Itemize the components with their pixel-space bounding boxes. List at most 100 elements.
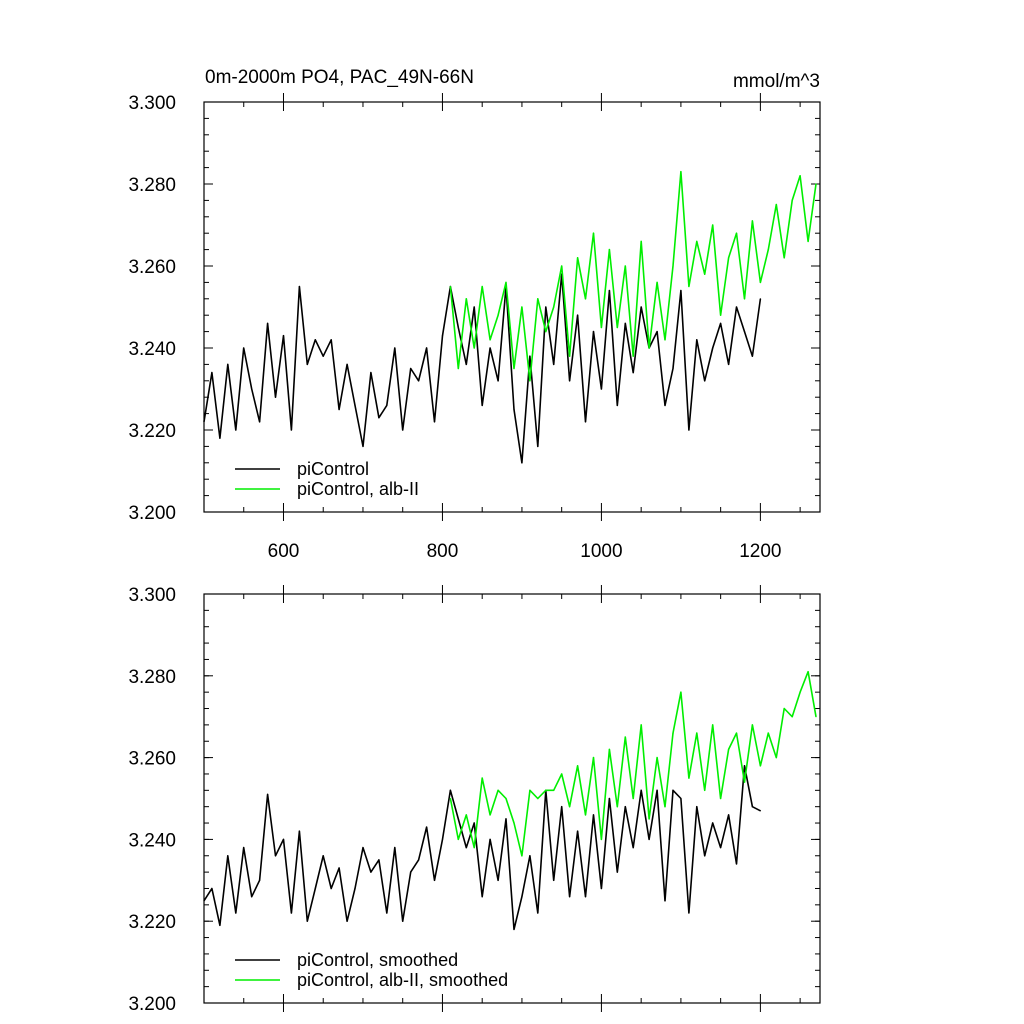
data-point (338, 408, 340, 411)
legend-label: piControl, smoothed (297, 950, 458, 970)
data-point (640, 724, 642, 726)
data-point (513, 822, 515, 824)
data-point (433, 879, 436, 881)
panel-1-title: 0m-2000m PO4, PAC_49N-66N (205, 67, 474, 88)
x-tick-label: 1200 (739, 541, 781, 562)
data-point (386, 912, 388, 914)
data-point (362, 847, 364, 849)
data-point (489, 347, 491, 349)
data-point (314, 339, 316, 341)
data-point (696, 339, 698, 341)
data-point (354, 887, 356, 890)
data-point (457, 818, 459, 820)
data-point (235, 912, 237, 914)
data-point (418, 380, 420, 382)
legend-label: piControl, alb-II (297, 479, 419, 499)
data-point (672, 265, 674, 267)
data-point (569, 896, 571, 898)
y-tick-label: 3.220 (128, 421, 176, 442)
data-point (465, 298, 467, 300)
data-point (743, 298, 746, 300)
data-point (298, 830, 300, 832)
x-tick-label: 1000 (580, 541, 622, 562)
data-point (712, 224, 714, 226)
data-point (759, 765, 762, 767)
data-point (600, 388, 603, 390)
data-point (441, 838, 444, 841)
data-point (449, 797, 451, 800)
data-point (267, 322, 269, 324)
data-point (577, 257, 579, 259)
data-point (712, 724, 714, 726)
data-point (282, 838, 285, 841)
data-point (561, 773, 563, 775)
y-tick-label: 3.200 (128, 994, 176, 1015)
data-point (656, 789, 658, 791)
data-point (648, 838, 650, 841)
data-point (497, 380, 499, 382)
x-tick-label: 600 (268, 541, 300, 562)
data-point (505, 818, 507, 820)
data-point (584, 298, 587, 300)
data-point (449, 789, 451, 791)
data-point (783, 707, 785, 710)
data-point (584, 421, 587, 423)
data-point (449, 285, 451, 288)
data-point (688, 777, 690, 779)
data-point (624, 806, 626, 808)
data-point (592, 232, 595, 234)
data-point (569, 355, 571, 357)
legend-label: piControl (297, 459, 369, 479)
data-point (402, 920, 404, 922)
data-point (664, 900, 666, 902)
data-point (274, 396, 277, 398)
data-point (227, 363, 229, 365)
panel-1-units: mmol/m^3 (733, 71, 820, 92)
data-point (465, 847, 467, 849)
data-point (211, 372, 213, 374)
y-tick-label: 3.280 (128, 667, 176, 688)
data-point (346, 920, 348, 922)
data-point (497, 314, 499, 316)
y-tick-label: 3.300 (128, 93, 176, 114)
data-point (616, 871, 618, 873)
data-point (720, 322, 722, 324)
data-point (441, 335, 444, 337)
data-point (680, 290, 682, 292)
data-point (799, 691, 801, 693)
data-point (600, 326, 603, 329)
data-point (616, 806, 618, 808)
data-point (505, 281, 507, 283)
data-point (783, 257, 785, 259)
data-point (735, 732, 738, 734)
data-point (203, 421, 205, 423)
data-point (799, 175, 801, 177)
data-point (735, 306, 738, 308)
data-point (251, 896, 253, 898)
data-point (791, 716, 793, 718)
data-point (672, 367, 674, 370)
data-point (243, 847, 245, 849)
data-point (529, 855, 531, 857)
data-point (815, 716, 817, 718)
panel-2-bottom: 3.200 3.220 3.240 3.260 3.280 3.300 piControl,… (128, 585, 821, 1015)
data-point (632, 797, 634, 800)
data-point (640, 306, 642, 308)
data-point (696, 240, 698, 242)
data-point (767, 249, 769, 251)
data-point (712, 822, 714, 824)
data-point (608, 290, 611, 292)
data-point (330, 339, 332, 341)
data-point (751, 355, 754, 357)
data-point (481, 285, 483, 288)
data-point (378, 859, 380, 861)
data-point (592, 757, 595, 759)
data-point (600, 887, 603, 890)
data-point (735, 863, 738, 865)
y-tick-label: 3.280 (128, 175, 176, 196)
data-point (672, 789, 674, 791)
data-point (465, 363, 467, 365)
data-point (815, 183, 817, 185)
data-point (521, 306, 523, 308)
data-point (251, 388, 253, 390)
